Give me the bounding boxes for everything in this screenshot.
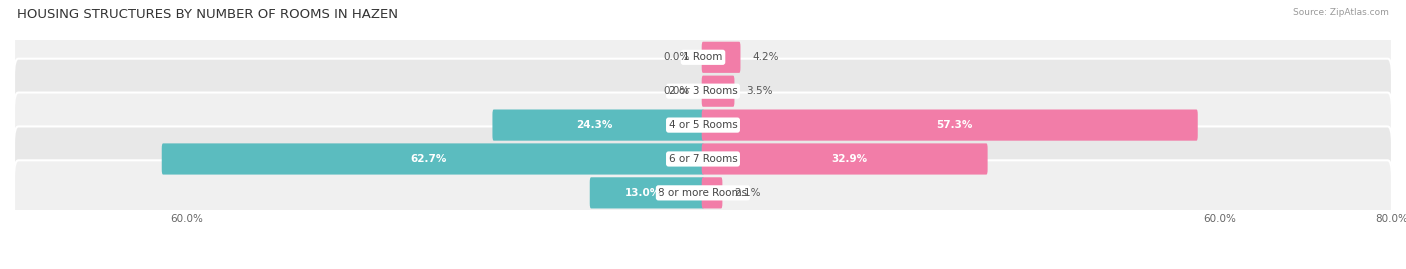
Text: 24.3%: 24.3% [576,120,612,130]
FancyBboxPatch shape [14,126,1392,192]
Text: HOUSING STRUCTURES BY NUMBER OF ROOMS IN HAZEN: HOUSING STRUCTURES BY NUMBER OF ROOMS IN… [17,8,398,21]
Text: 8 or more Rooms: 8 or more Rooms [658,188,748,198]
FancyBboxPatch shape [14,59,1392,124]
Text: 6 or 7 Rooms: 6 or 7 Rooms [669,154,737,164]
Text: 3.5%: 3.5% [747,86,772,96]
FancyBboxPatch shape [702,42,741,73]
FancyBboxPatch shape [492,109,704,141]
Text: 2.1%: 2.1% [734,188,761,198]
FancyBboxPatch shape [702,177,723,208]
Text: 0.0%: 0.0% [664,52,690,62]
FancyBboxPatch shape [162,143,704,175]
FancyBboxPatch shape [14,93,1392,158]
Text: 62.7%: 62.7% [411,154,447,164]
FancyBboxPatch shape [702,143,987,175]
FancyBboxPatch shape [702,76,734,107]
Text: Source: ZipAtlas.com: Source: ZipAtlas.com [1294,8,1389,17]
Text: 4 or 5 Rooms: 4 or 5 Rooms [669,120,737,130]
Text: 13.0%: 13.0% [624,188,661,198]
FancyBboxPatch shape [702,109,1198,141]
Text: 2 or 3 Rooms: 2 or 3 Rooms [669,86,737,96]
Text: 57.3%: 57.3% [936,120,972,130]
Text: 1 Room: 1 Room [683,52,723,62]
FancyBboxPatch shape [589,177,704,208]
FancyBboxPatch shape [14,160,1392,225]
FancyBboxPatch shape [14,25,1392,90]
Text: 4.2%: 4.2% [752,52,779,62]
Text: 0.0%: 0.0% [664,86,690,96]
Text: 32.9%: 32.9% [831,154,868,164]
